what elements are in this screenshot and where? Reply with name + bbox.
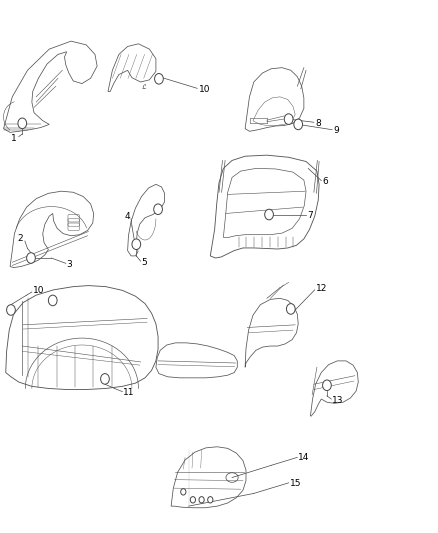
Text: 1: 1 — [11, 134, 17, 143]
Circle shape — [199, 497, 204, 503]
Text: 10: 10 — [33, 286, 45, 295]
Circle shape — [322, 380, 331, 391]
Text: 14: 14 — [298, 453, 310, 462]
Text: 6: 6 — [322, 177, 328, 186]
Text: $\mathcal{L}$: $\mathcal{L}$ — [141, 82, 147, 91]
Text: 5: 5 — [141, 258, 147, 266]
Text: 3: 3 — [67, 260, 72, 269]
Circle shape — [284, 114, 293, 124]
Circle shape — [294, 119, 303, 130]
Circle shape — [27, 253, 35, 263]
Circle shape — [132, 239, 141, 249]
Circle shape — [265, 209, 273, 220]
Circle shape — [181, 489, 186, 495]
Text: 15: 15 — [290, 479, 301, 488]
Text: 10: 10 — [198, 85, 210, 94]
Text: 7: 7 — [307, 211, 313, 220]
Text: 12: 12 — [316, 284, 327, 293]
Circle shape — [155, 74, 163, 84]
Circle shape — [101, 374, 110, 384]
Circle shape — [48, 295, 57, 306]
Circle shape — [18, 118, 27, 128]
Text: 4: 4 — [124, 212, 130, 221]
Text: 11: 11 — [123, 388, 135, 397]
Text: 9: 9 — [333, 126, 339, 135]
Circle shape — [208, 497, 213, 503]
Circle shape — [154, 204, 162, 215]
Circle shape — [286, 304, 295, 314]
Text: 13: 13 — [332, 395, 344, 405]
Text: 8: 8 — [315, 119, 321, 128]
Text: 2: 2 — [18, 235, 23, 244]
Circle shape — [7, 305, 15, 316]
Circle shape — [190, 497, 195, 503]
